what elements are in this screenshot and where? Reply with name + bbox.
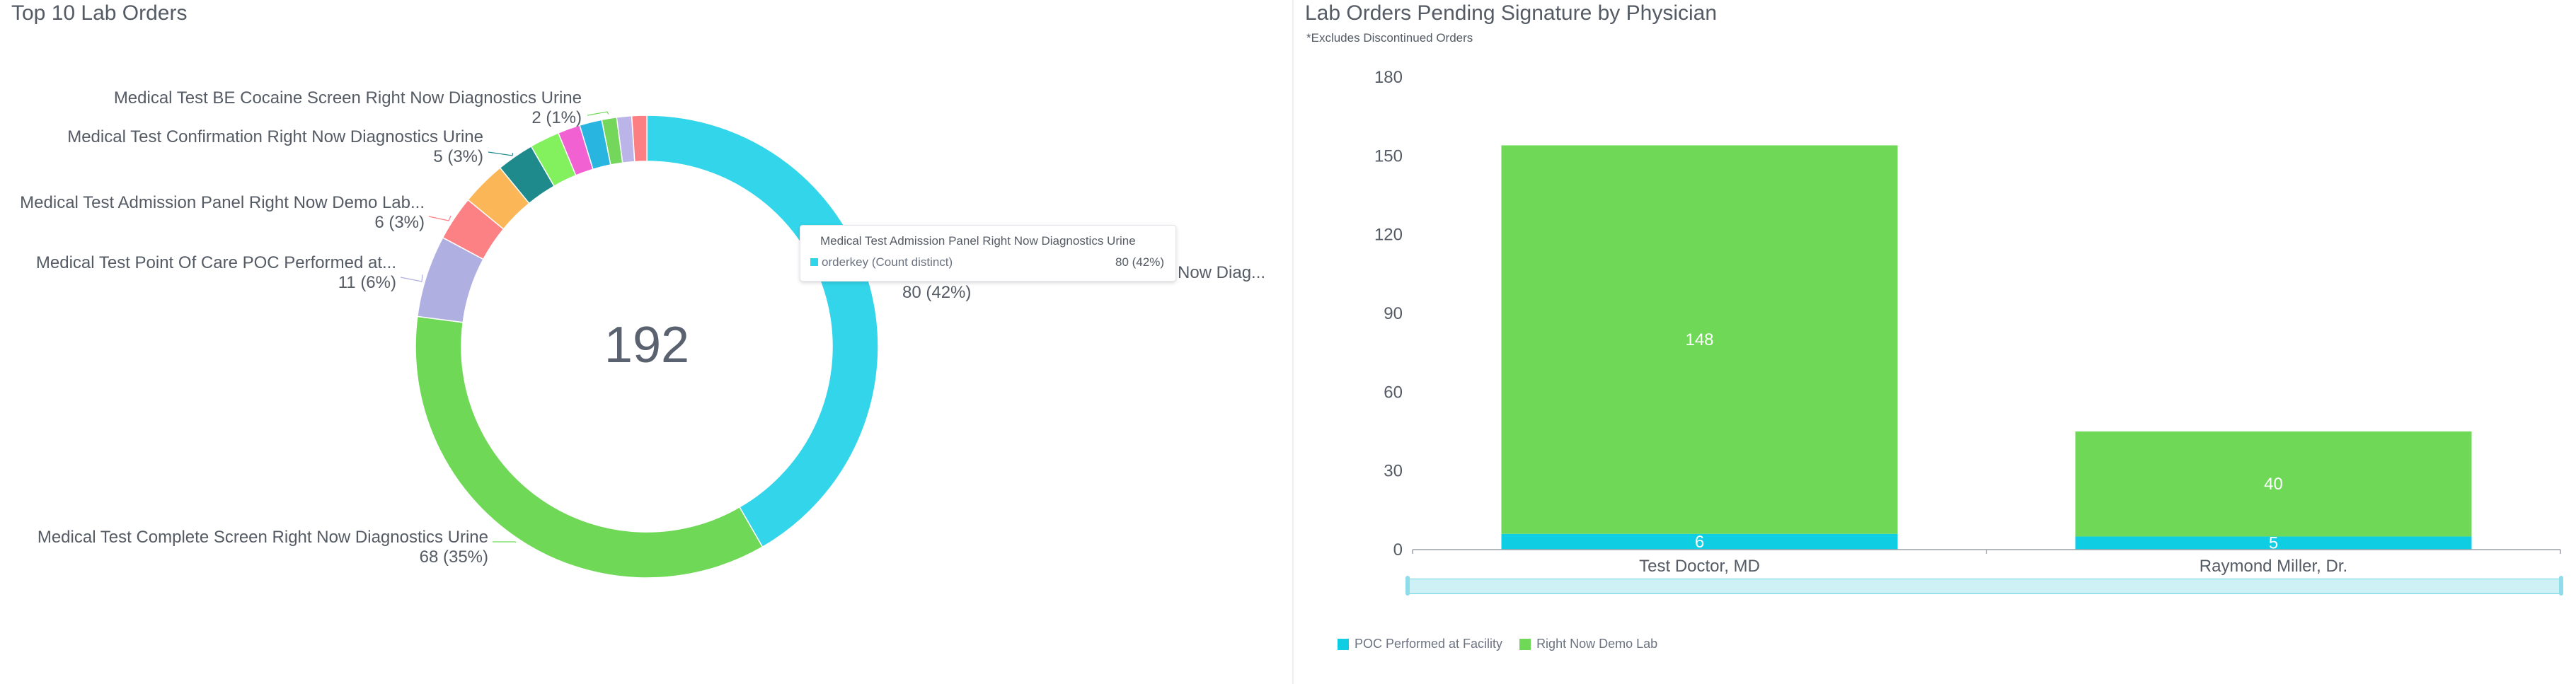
y-tick-label: 0 xyxy=(1393,540,1403,560)
legend-label: Right Now Demo Lab xyxy=(1536,637,1658,651)
slice-label-name: Medical Test Complete Screen Right Now D… xyxy=(38,528,488,547)
tooltip-title: Medical Test Admission Panel Right Now D… xyxy=(820,234,1136,248)
donut-slice[interactable] xyxy=(415,315,764,579)
y-tick-label: 60 xyxy=(1384,383,1403,402)
stacked-bar-chart: 0 30 60 90 120 150 180 6 148 5 40 Test Doctor, MD… xyxy=(1374,68,2561,576)
panel-title: Top 10 Lab Orders xyxy=(11,1,188,25)
chart-tooltip: Medical Test Admission Panel Right Now D… xyxy=(800,225,1176,282)
bar-data-label: 148 xyxy=(1685,330,1713,349)
slice-label-value: 68 (35%) xyxy=(420,547,488,567)
y-tick-label: 30 xyxy=(1384,462,1403,481)
slice-label-value: 6 (3%) xyxy=(374,213,425,232)
slice-label-value: 2 (1%) xyxy=(531,108,582,127)
panel-subtitle: *Excludes Discontinued Orders xyxy=(1306,31,1473,45)
donut-slice[interactable] xyxy=(631,115,648,163)
donut-total: 192 xyxy=(604,317,689,373)
bar-data-label: 40 xyxy=(2264,475,2283,494)
bar-segment[interactable] xyxy=(1501,145,1898,534)
legend-label: POC Performed at Facility xyxy=(1355,637,1503,651)
slice-label-value: 80 (42%) xyxy=(902,283,971,302)
slice-label-value: 11 (6%) xyxy=(338,273,396,292)
slice-label-name: Medical Test Admission Panel Right Now D… xyxy=(20,193,425,212)
slice-label-name: Medical Test Confirmation Right Now Diag… xyxy=(67,127,483,146)
legend-item[interactable]: Right Now Demo Lab xyxy=(1519,637,1657,651)
chart-legend: POC Performed at Facility Right Now Demo… xyxy=(1338,637,1657,651)
leader-line xyxy=(428,215,452,221)
y-tick-label: 120 xyxy=(1374,226,1403,245)
legend-swatch xyxy=(1519,638,1531,650)
donut-slice[interactable] xyxy=(646,115,879,548)
tooltip-swatch xyxy=(810,258,818,266)
y-tick-label: 90 xyxy=(1384,304,1403,323)
slice-label-name: Medical Test Point Of Care POC Performed… xyxy=(36,253,396,272)
y-tick-label: 150 xyxy=(1374,146,1403,166)
legend-swatch xyxy=(1338,638,1349,650)
pending-signature-panel: Lab Orders Pending Signature by Physicia… xyxy=(1294,0,2576,684)
leader-line xyxy=(400,274,423,282)
scrollbar-left-handle[interactable] xyxy=(1405,576,1410,596)
bar-data-label: 6 xyxy=(1695,533,1704,552)
bar-segment[interactable] xyxy=(1501,533,1898,550)
leader-line xyxy=(493,541,517,543)
donut-chart: 192 Medical Test BE Cocaine Screen Right… xyxy=(20,88,1265,579)
bar-segment[interactable] xyxy=(2075,431,2472,537)
legend-item[interactable]: POC Performed at Facility xyxy=(1338,637,1502,651)
leader-line xyxy=(587,111,609,116)
top-lab-orders-panel: Top 10 Lab Orders 192 Medical Test BE Co… xyxy=(11,1,1265,579)
tooltip-series: orderkey (Count distinct) xyxy=(822,255,953,269)
x-tick-label: Test Doctor, MD xyxy=(1639,557,1760,576)
slice-label-name: Now Diag... xyxy=(1178,263,1265,282)
scrollbar-right-handle[interactable] xyxy=(2559,576,2563,596)
chart-scrollbar[interactable] xyxy=(1408,579,2562,594)
x-tick-label: Raymond Miller, Dr. xyxy=(2200,557,2347,576)
bar-segment[interactable] xyxy=(2075,536,2472,550)
leader-line xyxy=(488,151,514,156)
tooltip-value: 80 (42%) xyxy=(1115,255,1164,269)
y-tick-label: 180 xyxy=(1374,68,1403,87)
panel-title: Lab Orders Pending Signature by Physicia… xyxy=(1305,1,1718,25)
panel-divider xyxy=(1292,0,1294,684)
slice-label-name: Medical Test BE Cocaine Screen Right Now… xyxy=(114,88,582,108)
slice-label-value: 5 (3%) xyxy=(433,147,483,166)
bar-data-label: 5 xyxy=(2269,534,2278,553)
